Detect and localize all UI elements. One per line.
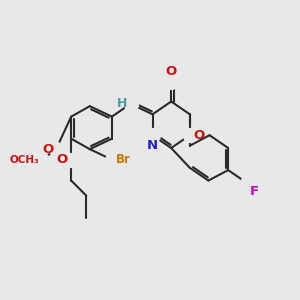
Text: N: N [147, 139, 158, 152]
Text: O: O [56, 153, 68, 166]
Text: O: O [193, 129, 205, 142]
Text: OCH₃: OCH₃ [10, 154, 39, 165]
Text: O: O [166, 64, 177, 78]
Text: Br: Br [116, 153, 130, 166]
Text: H: H [117, 97, 127, 110]
Text: F: F [250, 185, 259, 198]
Text: O: O [42, 143, 53, 156]
